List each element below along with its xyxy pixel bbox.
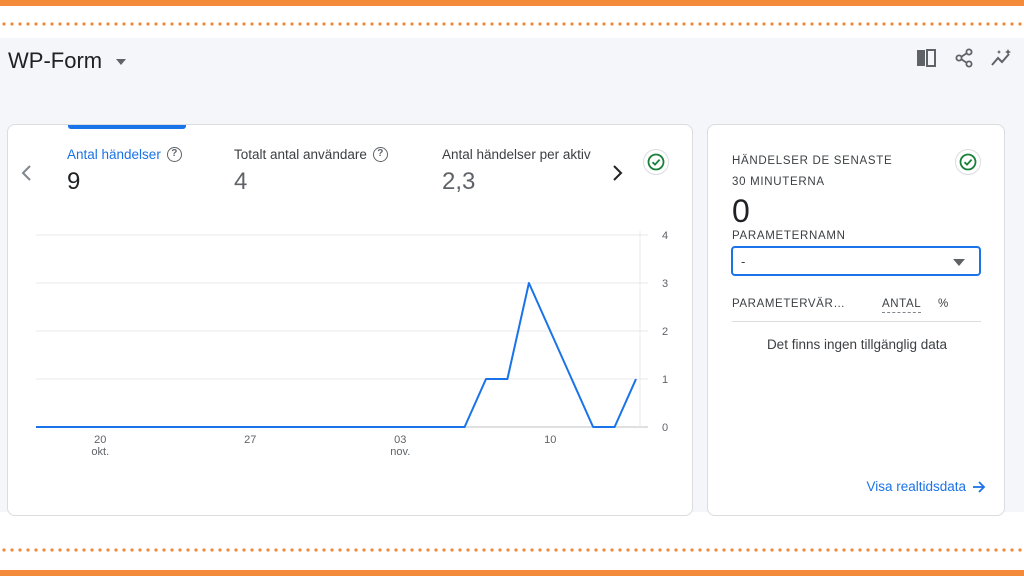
share-icon[interactable]	[952, 46, 976, 70]
realtime-table-header: PARAMETERVÄR… ANTAL %	[732, 298, 981, 322]
view-realtime-link[interactable]: Visa realtidsdata	[866, 479, 986, 494]
metric-value: 4	[234, 168, 248, 195]
analytics-panel: WP-Form	[0, 38, 1024, 516]
metric-label: Antal händelser per aktiv	[442, 147, 591, 162]
realtime-event-count: 0	[732, 193, 750, 229]
check-circle-icon	[643, 149, 669, 175]
insights-icon[interactable]	[990, 46, 1014, 70]
metric-label-text: Antal händelser	[67, 147, 161, 162]
metric-chart-card: Antal händelser ? 9 Totalt antal använda…	[7, 124, 693, 516]
metric-events-per-active[interactable]: Antal händelser per aktiv 2,3	[442, 147, 591, 196]
parameter-select-value: -	[741, 253, 746, 269]
metric-label: Totalt antal användare ?	[234, 147, 388, 162]
parameter-name-label: PARAMETERNAMN	[732, 230, 846, 242]
y-tick-label: 4	[662, 230, 668, 242]
y-tick-label: 1	[662, 374, 668, 386]
empty-state-message: Det finns ingen tillgänglig data	[766, 337, 948, 352]
active-tab-indicator	[68, 125, 186, 129]
x-tick-label: 20	[94, 434, 106, 446]
y-tick-label: 2	[662, 326, 668, 338]
realtime-title-line2: 30 MINUTERNA	[732, 176, 825, 188]
realtime-title-line1: HÄNDELSER DE SENASTE	[732, 155, 893, 167]
realtime-title: HÄNDELSER DE SENASTE 30 MINUTERNA	[732, 151, 932, 193]
metric-label: Antal händelser ?	[67, 147, 182, 162]
column-header-percent[interactable]: %	[938, 298, 949, 310]
x-tick-month-label: nov.	[390, 446, 410, 458]
y-tick-label: 3	[662, 278, 668, 290]
metric-total-users[interactable]: Totalt antal användare ? 4	[234, 147, 388, 196]
x-tick-label: 03	[394, 434, 406, 446]
top-border	[0, 0, 1024, 6]
column-header-count[interactable]: ANTAL	[882, 298, 922, 313]
series-line-event-count	[36, 282, 637, 428]
metric-value: 9	[67, 168, 81, 195]
y-tick-label: 0	[662, 422, 668, 434]
metric-label-text: Totalt antal användare	[234, 147, 367, 162]
parameter-name-select[interactable]: -	[731, 246, 981, 276]
bottom-dotted-divider	[0, 548, 1024, 552]
page-title: WP-Form	[8, 48, 103, 73]
metric-event-count[interactable]: Antal händelser ? 9	[67, 147, 182, 196]
arrow-right-icon	[973, 480, 986, 493]
chevron-right-icon[interactable]	[608, 163, 626, 183]
help-icon[interactable]: ?	[166, 147, 182, 162]
realtime-card: HÄNDELSER DE SENASTE 30 MINUTERNA 0 PARA…	[707, 124, 1005, 516]
title-dropdown-icon[interactable]	[116, 59, 127, 65]
x-tick-month-label: okt.	[91, 446, 109, 458]
help-icon[interactable]: ?	[372, 147, 388, 162]
compare-icon[interactable]	[914, 46, 938, 70]
top-dotted-divider	[0, 22, 1024, 26]
check-circle-icon	[955, 149, 981, 175]
metric-label-text: Antal händelser per aktiv	[442, 147, 591, 162]
dropdown-arrow-icon	[953, 259, 965, 266]
view-realtime-link-text: Visa realtidsdata	[866, 479, 966, 494]
x-tick-label: 27	[244, 434, 256, 446]
title-row: WP-Form	[8, 46, 127, 76]
column-header-parameter-value[interactable]: PARAMETERVÄR…	[732, 298, 846, 310]
metric-value: 2,3	[442, 168, 476, 195]
bottom-border	[0, 570, 1024, 576]
x-tick-label: 10	[544, 434, 556, 446]
toolbar	[914, 46, 1014, 70]
chevron-left-icon[interactable]	[18, 163, 36, 183]
